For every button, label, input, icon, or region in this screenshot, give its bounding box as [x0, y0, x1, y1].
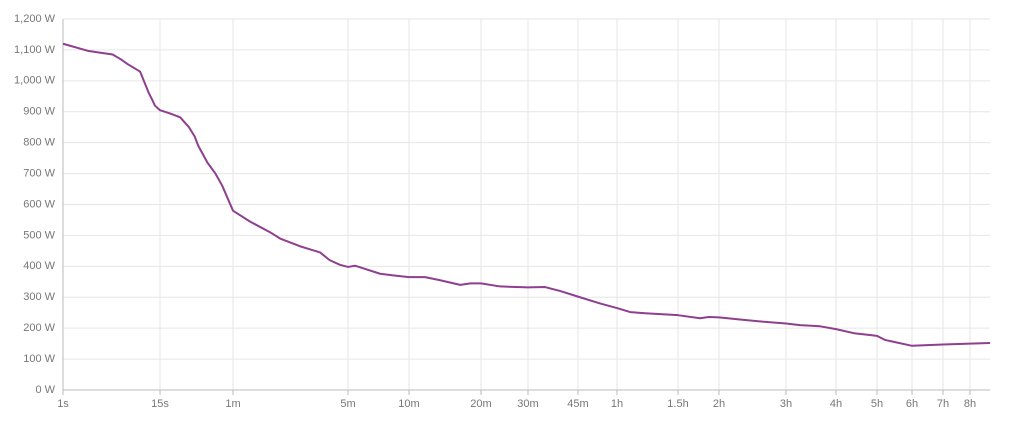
x-tick-label: 1s [57, 398, 69, 410]
y-tick-label: 100 W [23, 353, 55, 365]
y-tick-label: 300 W [23, 291, 55, 303]
y-tick-label: 700 W [23, 167, 55, 179]
x-tick-label: 7h [937, 398, 949, 410]
y-tick-label: 600 W [23, 198, 55, 210]
y-tick-label: 1,000 W [14, 75, 56, 87]
x-tick-label: 1h [611, 398, 623, 410]
x-tick-label: 3h [780, 398, 792, 410]
x-tick-label: 2h [713, 398, 725, 410]
y-tick-label: 200 W [23, 322, 55, 334]
x-tick-label: 10m [398, 398, 419, 410]
y-tick-label: 500 W [23, 229, 55, 241]
y-tick-label: 800 W [23, 137, 55, 149]
y-tick-label: 0 W [35, 384, 55, 396]
y-tick-label: 1,100 W [14, 44, 56, 56]
x-tick-label: 15s [151, 398, 169, 410]
power-curve [62, 42, 991, 347]
x-tick-label: 30m [517, 398, 538, 410]
x-tick-label: 5m [340, 398, 355, 410]
x-tick-label: 6h [906, 398, 918, 410]
x-tick-label: 8h [964, 398, 976, 410]
x-tick-label: 4h [830, 398, 842, 410]
x-tick-label: 1m [225, 398, 240, 410]
y-tick-label: 900 W [23, 106, 55, 118]
x-tick-label: 20m [470, 398, 491, 410]
x-tick-label: 5h [871, 398, 883, 410]
y-tick-label: 1,200 W [14, 13, 56, 25]
y-tick-label: 400 W [23, 260, 55, 272]
x-tick-label: 1.5h [667, 398, 688, 410]
x-tick-label: 45m [567, 398, 588, 410]
